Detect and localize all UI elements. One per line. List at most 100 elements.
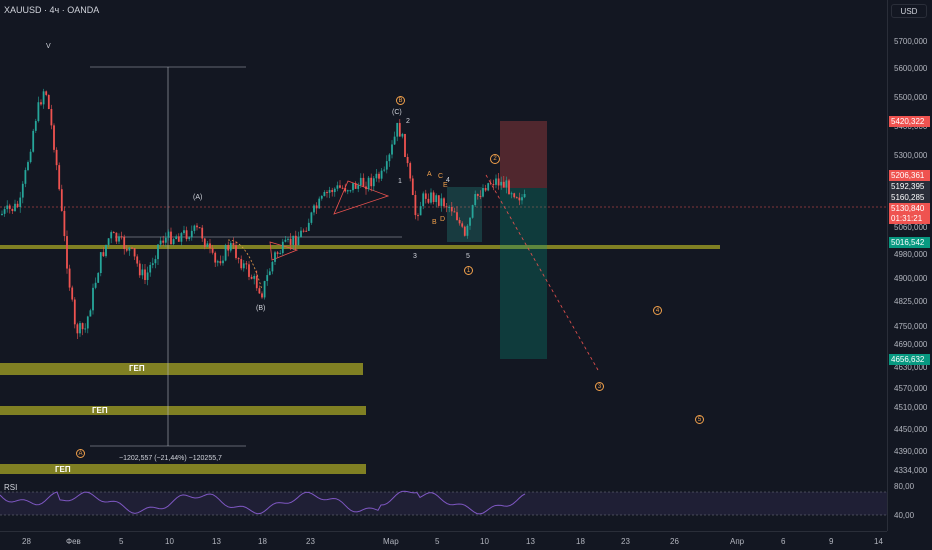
- candle-body: [352, 183, 354, 191]
- candle-body: [310, 212, 313, 223]
- candle-body: [349, 190, 352, 192]
- candle-body: [263, 281, 266, 298]
- candle-body: [492, 184, 495, 186]
- candle-body: [294, 235, 297, 246]
- candle-body: [513, 193, 516, 198]
- take-profit-zone: [500, 188, 547, 359]
- candle-body: [453, 211, 456, 213]
- candle-body: [86, 316, 89, 329]
- candle-body: [136, 256, 139, 264]
- candlestick-series: [1, 88, 526, 340]
- candle-body: [133, 248, 136, 257]
- price-tick: 4334,000: [894, 466, 928, 475]
- candle-body: [502, 181, 505, 188]
- candle-body: [456, 212, 458, 221]
- candle-body: [443, 198, 445, 207]
- candle-body: [258, 288, 261, 294]
- time-axis[interactable]: 28 Фев 5 10 13 18 23 Мар 5 10 13 18 23 2…: [0, 531, 887, 550]
- candle-body: [198, 227, 201, 229]
- price-tick: 5060,000: [894, 223, 928, 232]
- time-tick: 18: [576, 537, 585, 546]
- candle-body: [323, 192, 326, 196]
- rsi-tick: 40,00: [894, 511, 915, 520]
- gap-label-2: ГЕП: [92, 406, 108, 415]
- candle-body: [359, 177, 362, 186]
- candle-body: [63, 210, 66, 237]
- candle-body: [372, 178, 375, 187]
- price-tick: 4750,000: [894, 322, 928, 331]
- candle-body: [396, 122, 399, 137]
- price-tag-mid: 5160,285: [889, 192, 930, 203]
- candle-body: [170, 231, 172, 245]
- candle-body: [224, 245, 227, 261]
- time-tick: Мар: [383, 537, 399, 546]
- price-tick: 4980,000: [894, 250, 928, 259]
- candle-body: [305, 230, 308, 232]
- candle-body: [154, 259, 157, 264]
- candle-body: [37, 102, 40, 122]
- time-tick: 28: [22, 537, 31, 546]
- rsi-line: [0, 490, 526, 515]
- candle-body: [255, 275, 258, 289]
- price-tick: 4900,000: [894, 274, 928, 283]
- candle-body: [495, 178, 497, 185]
- candle-body: [45, 91, 48, 95]
- price-scale[interactable]: 5700,000 5600,000 5500,000 5400,000 5300…: [887, 0, 932, 531]
- candle-body: [190, 230, 193, 238]
- candle-body: [300, 230, 302, 238]
- candle-body: [42, 91, 45, 105]
- candle-body: [318, 198, 321, 209]
- candle-body: [188, 237, 191, 240]
- candle-body: [175, 236, 178, 240]
- currency-button[interactable]: USD: [891, 4, 927, 18]
- symbol-title[interactable]: XAUUSD · 4ч · OANDA: [4, 5, 100, 15]
- candle-body: [68, 268, 71, 288]
- candle-body: [214, 252, 217, 263]
- candle-body: [388, 154, 391, 162]
- candle-body: [151, 263, 154, 265]
- wave-label-v: V: [46, 43, 51, 50]
- price-tick: 4690,000: [894, 340, 928, 349]
- sub-wave-b: B: [432, 219, 437, 226]
- candle-body: [193, 225, 196, 231]
- candle-body: [138, 263, 141, 276]
- candle-body: [55, 149, 58, 166]
- time-tick: 5: [119, 537, 124, 546]
- candle-body: [289, 238, 292, 245]
- candle-body: [450, 206, 453, 212]
- candle-body: [302, 230, 305, 232]
- candle-body: [479, 195, 482, 197]
- candle-body: [448, 206, 451, 208]
- rsi-pane[interactable]: [0, 479, 887, 531]
- wave-circle-5: 5: [695, 415, 704, 424]
- candle-body: [261, 293, 263, 298]
- candle-body: [118, 236, 120, 242]
- candle-body: [279, 253, 282, 255]
- candle-body: [164, 237, 167, 243]
- candle-body: [409, 163, 412, 179]
- price-tag-high: 5206,361: [889, 170, 930, 181]
- price-chart[interactable]: [0, 0, 887, 479]
- candle-body: [266, 275, 269, 282]
- candle-body: [131, 247, 133, 249]
- candle-body: [461, 223, 464, 227]
- candle-body: [149, 264, 152, 273]
- wave-circle-b: B: [396, 96, 405, 105]
- price-tick: 4450,000: [894, 425, 928, 434]
- candle-body: [1, 213, 3, 215]
- candle-body: [424, 193, 427, 199]
- candle-body: [227, 245, 230, 251]
- candle-body: [201, 227, 204, 239]
- gap-label-3: ГЕП: [55, 465, 71, 474]
- wave-label-b: (B): [256, 305, 266, 312]
- candle-body: [346, 190, 349, 192]
- candle-body: [180, 233, 183, 242]
- candle-body: [29, 151, 32, 163]
- time-tick: 6: [781, 537, 786, 546]
- sub-wave-d: D: [440, 216, 446, 223]
- candle-body: [209, 243, 211, 249]
- candle-body: [79, 323, 81, 334]
- time-tick: 5: [435, 537, 440, 546]
- candle-body: [344, 187, 347, 192]
- candle-body: [146, 272, 149, 280]
